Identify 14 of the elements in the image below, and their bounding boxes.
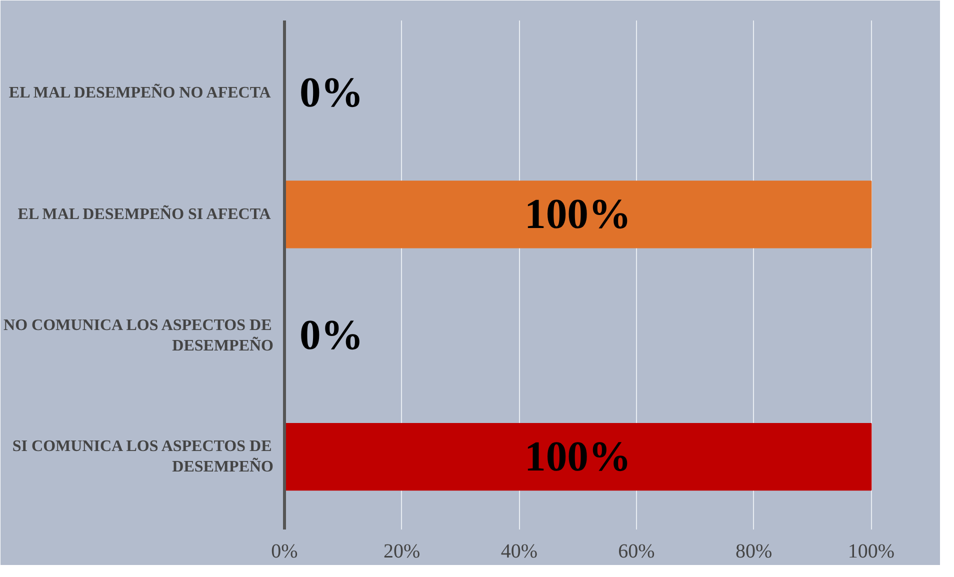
data-label: 0%: [299, 70, 364, 117]
data-label: 100%: [524, 433, 632, 480]
x-tick-label: 60%: [618, 540, 655, 562]
x-tick-label: 20%: [384, 540, 420, 562]
y-tick-label: NO COMUNICA LOS ASPECTOS DE DESEMPEÑO: [4, 316, 274, 354]
x-tick-label: 40%: [500, 540, 538, 562]
y-tick-label: EL MAL DESEMPEÑO SI AFECTA: [18, 204, 272, 223]
y-tick-label: SI COMUNICA LOS ASPECTOS DE DESEMPEÑO: [12, 438, 274, 476]
x-tick-label: 0%: [271, 540, 298, 562]
x-tick-label: 100%: [848, 540, 895, 562]
y-tick-label: EL MAL DESEMPEÑO NO AFECTA: [8, 84, 272, 102]
data-label: 100%: [524, 190, 632, 238]
x-tick-label: 80%: [736, 540, 772, 562]
data-label: 0%: [299, 312, 364, 360]
